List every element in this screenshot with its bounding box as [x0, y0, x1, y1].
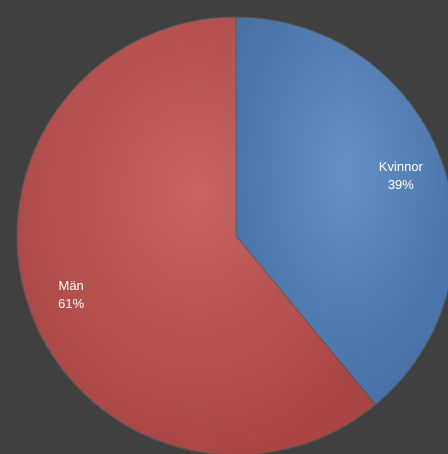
- slice-value-label: 39%: [388, 177, 414, 192]
- slice-value-label: 61%: [58, 296, 84, 311]
- slice-label: Män: [59, 278, 84, 293]
- slice-label: Kvinnor: [379, 159, 424, 174]
